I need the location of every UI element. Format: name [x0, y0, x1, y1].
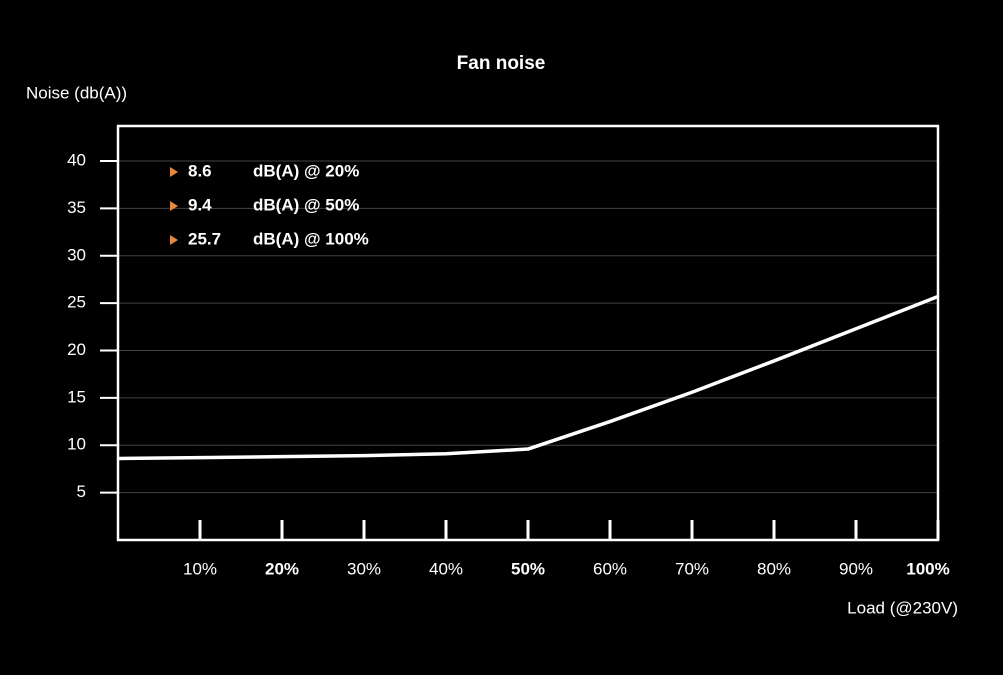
annotation-value: 8.6 [188, 161, 212, 180]
annotation-marker [170, 235, 178, 245]
x-tick-label: 80% [757, 559, 791, 578]
x-tick-label: 70% [675, 559, 709, 578]
annotation-value: 25.7 [188, 229, 221, 248]
x-tick-label: 60% [593, 559, 627, 578]
x-tick-label: 50% [511, 559, 545, 578]
chart-title: Fan noise [457, 53, 546, 74]
x-tick-label: 10% [183, 559, 217, 578]
annotation-text: dB(A) @ 50% [253, 195, 359, 214]
x-tick-label: 20% [265, 559, 299, 578]
y-tick-label: 15 [67, 387, 86, 406]
data-line [117, 294, 939, 461]
plot-frame [116, 124, 940, 542]
y-tick-label: 20 [67, 340, 86, 359]
x-tick-label: 100% [906, 559, 949, 578]
y-tick-label: 35 [67, 198, 86, 217]
x-tick-label: 30% [347, 559, 381, 578]
annotation-value: 9.4 [188, 195, 212, 214]
annotation-text: dB(A) @ 100% [253, 229, 369, 248]
y-tick-label: 5 [77, 482, 86, 501]
y-tick-label: 10 [67, 435, 86, 454]
y-tick-label: 25 [67, 293, 86, 312]
x-tick-label: 90% [839, 559, 873, 578]
annotation-marker [170, 201, 178, 211]
annotation-text: dB(A) @ 20% [253, 161, 359, 180]
y-tick-label: 30 [67, 245, 86, 264]
annotation-marker [170, 167, 178, 177]
y-tick-label: 40 [67, 151, 86, 170]
x-axis-label: Load (@230V) [847, 598, 958, 617]
x-tick-label: 40% [429, 559, 463, 578]
y-axis-label: Noise (db(A)) [26, 83, 127, 102]
